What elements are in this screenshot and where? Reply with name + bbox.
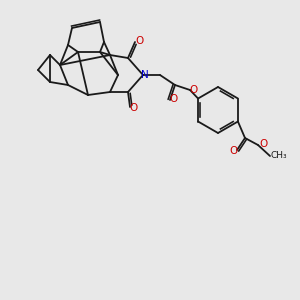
Text: O: O [190, 85, 198, 95]
Text: O: O [130, 103, 138, 113]
Text: O: O [259, 139, 267, 149]
Text: N: N [141, 70, 149, 80]
Text: O: O [229, 146, 237, 156]
Text: O: O [135, 36, 143, 46]
Text: CH₃: CH₃ [271, 152, 287, 160]
Text: O: O [169, 94, 177, 104]
